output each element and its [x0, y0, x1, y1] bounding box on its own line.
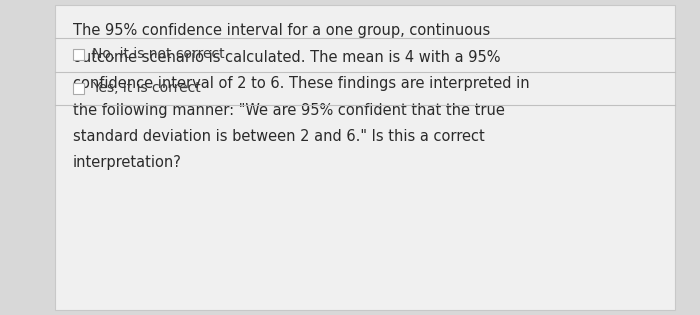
Text: confidence interval of 2 to 6. These findings are interpreted in: confidence interval of 2 to 6. These fin… [73, 76, 530, 91]
Bar [73, 49, 84, 60]
Bar [73, 83, 84, 94]
Text: The 95% confidence interval for a one group, continuous: The 95% confidence interval for a one gr… [73, 23, 490, 38]
Text: the following manner: "We are 95% confident that the true: the following manner: "We are 95% confid… [73, 102, 505, 117]
Bar [55, 5, 675, 310]
Text: outcome scenario is calculated. The mean is 4 with a 95%: outcome scenario is calculated. The mean… [73, 49, 500, 65]
Text: No, it is not correct: No, it is not correct [92, 47, 225, 61]
Text: interpretation?: interpretation? [73, 156, 182, 170]
Text: Yes, it is correct: Yes, it is correct [92, 81, 201, 95]
Text: standard deviation is between 2 and 6." Is this a correct: standard deviation is between 2 and 6." … [73, 129, 484, 144]
